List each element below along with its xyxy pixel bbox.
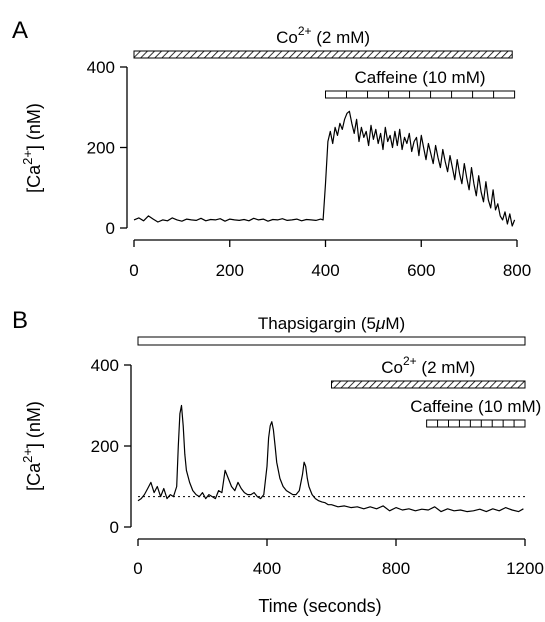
- panel-a-treatment-bar-label: Co2+ (2 mM): [276, 24, 370, 47]
- panel-b-treatment-bar-label-rest: (2 mM): [417, 358, 476, 377]
- panel-a-axes: 0 200 400 600 800 0 200 400: [87, 58, 532, 280]
- panel-a-y-tick-label: 200: [87, 139, 115, 158]
- panel-b-treatment-bar-label: Co2+ (2 mM): [381, 354, 475, 377]
- panel-b-x-tick-label: 800: [382, 559, 410, 578]
- x-axis-title: Time (seconds): [258, 596, 381, 616]
- panel-a-treatment-bar-label-superscript: 2+: [298, 24, 312, 38]
- panel-a-y-axis-title-superscript: 2+: [20, 150, 35, 165]
- panel-b-y-axis-title-base: [Ca: [24, 462, 44, 491]
- panel-a-treatment-bar-label-rest: (2 mM): [312, 28, 371, 47]
- panel-b-y-axis-title: [Ca2+] (nM): [20, 401, 44, 491]
- panel-a-treatment-bars: Co2+ (2 mM) Caffeine (10 mM): [133, 24, 516, 99]
- panel-b-x-tick-label: 400: [253, 559, 281, 578]
- panel-b-y-axis-title-superscript: 2+: [20, 448, 35, 463]
- panel-b-x-tick-label: 1200: [506, 559, 544, 578]
- panel-b-treatment-bar-label-text: Thapsigargin (5: [258, 314, 376, 333]
- panel-a-x-tick-label: 800: [503, 261, 531, 280]
- panel-a-y-axis-title: [Ca2+] (nM): [20, 103, 44, 193]
- panel-b-x-tick-label: 0: [133, 559, 142, 578]
- panel-a-x-tick-label: 600: [407, 261, 435, 280]
- panel-b-y-tick-label: 400: [91, 356, 119, 375]
- panel-b-treatment-bar: [426, 419, 526, 428]
- panel-b-treatment-bar: [137, 336, 526, 346]
- panel-b-treatment-bar-label-mu: μ: [375, 314, 386, 333]
- panel-b-y-tick-label: 200: [91, 437, 119, 456]
- panel-a-y-tick-label: 0: [106, 219, 115, 238]
- panel-a-x-tick-label: 400: [311, 261, 339, 280]
- panel-b-treatment-bar-label: Thapsigargin (5μM): [258, 314, 405, 333]
- panel-a-y-axis-title-unit: ] (nM): [24, 103, 44, 150]
- panel-b-label: B: [12, 307, 28, 334]
- panel-b-treatment-bars: Thapsigargin (5μM) Co2+ (2 mM) Caffeine (1…: [137, 314, 541, 428]
- panel-a-treatment-bar: [325, 90, 516, 99]
- panel-a-treatment-bar-label: Caffeine (10 mM): [355, 68, 486, 87]
- panel-b-treatment-bar-label-unit: M): [385, 314, 405, 333]
- panel-b-treatment-bar-label: Caffeine (10 mM): [410, 397, 541, 416]
- panel-a-y-axis-label: [Ca2+] (nM): [20, 103, 44, 193]
- panel-b-axes: 0 400 800 1200 0 200 400: [91, 356, 544, 578]
- panel-b-trace: [137, 404, 525, 513]
- panel-a-calcium-trace: [133, 110, 516, 227]
- panel-b-treatment-bar: [331, 380, 526, 389]
- panel-a-trace: [133, 110, 516, 227]
- panel-b-y-axis-label: [Ca2+] (nM): [20, 401, 44, 491]
- panel-b-y-tick-label: 0: [110, 518, 119, 537]
- panel-b-y-axis-title-unit: ] (nM): [24, 401, 44, 448]
- panel-a-treatment-bar-label-text: Co: [276, 28, 298, 47]
- panel-a-label: A: [12, 17, 28, 44]
- panel-a-y-tick-label: 400: [87, 58, 115, 77]
- panel-a-x-tick-label: 200: [216, 261, 244, 280]
- panel-b-treatment-bar-label-text: Co: [381, 358, 403, 377]
- panel-b-calcium-trace: [137, 404, 524, 513]
- panel-a-treatment-bar-label-text: Caffeine (10 mM): [355, 68, 486, 87]
- panel-a-y-axis-title-base: [Ca: [24, 164, 44, 193]
- panel-a-treatment-bar: [133, 50, 513, 59]
- panel-a-x-tick-label: 0: [129, 261, 138, 280]
- panel-b-treatment-bar-label-superscript: 2+: [403, 354, 417, 368]
- panel-b-treatment-bar-label-text: Caffeine (10 mM): [410, 397, 541, 416]
